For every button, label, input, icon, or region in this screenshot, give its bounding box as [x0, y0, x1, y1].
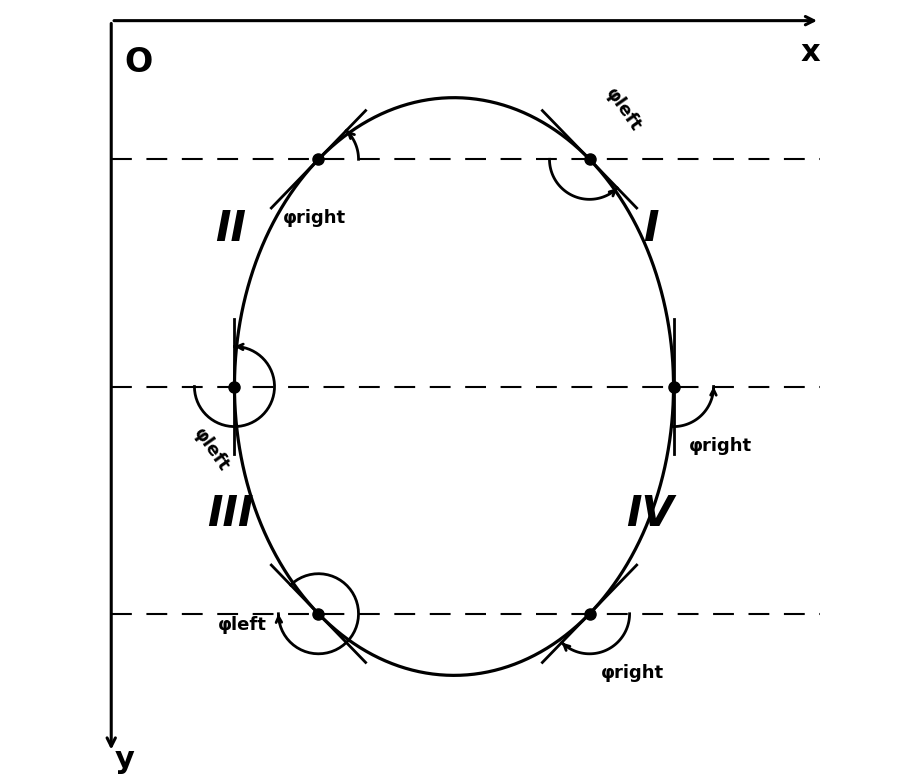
Text: φright: φright	[283, 209, 346, 227]
Text: φleft: φleft	[191, 424, 233, 475]
Text: II: II	[215, 208, 246, 250]
Text: φright: φright	[689, 437, 752, 455]
Text: x: x	[800, 38, 820, 67]
Text: φright: φright	[601, 664, 665, 682]
Text: y: y	[115, 745, 135, 774]
Text: φleft: φleft	[218, 616, 267, 634]
Text: I: I	[643, 208, 658, 250]
Text: O: O	[124, 46, 153, 79]
Text: IV: IV	[627, 493, 675, 535]
Text: φleft: φleft	[601, 85, 644, 135]
Text: III: III	[207, 493, 254, 535]
